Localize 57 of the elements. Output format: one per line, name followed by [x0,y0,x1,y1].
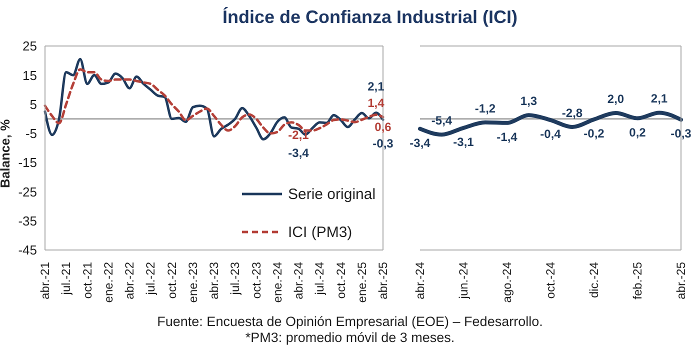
x-tick-label: dic.-24 [587,262,601,298]
data-label: -3,1 [453,134,474,149]
x-tick-label: abr.-23 [207,262,221,300]
x-tick-label: feb.-25 [630,262,644,300]
data-label: 0,2 [629,125,646,140]
x-tick-label: jul.-24 [312,262,327,296]
x-tick-label: abr.-24 [413,262,427,300]
x-tick-label: abr.-25 [674,262,688,300]
data-label: -0,3 [372,136,394,151]
x-tick-label: jun.-24 [456,262,470,300]
x-tick-label: oct.-24 [334,262,348,299]
x-tick-label: jul.-21 [59,262,74,296]
data-label: -3,4 [288,146,310,160]
data-label: -3,4 [410,136,431,150]
legend-label: Serie original [287,184,377,204]
y-axis-title: Balance, % [0,118,13,188]
x-tick-label: ago.-24 [500,262,514,303]
data-label: -1,2 [474,101,496,116]
x-tick-label: oct.-23 [249,262,264,299]
y-tick-label: -25 [18,184,37,200]
data-label: 1,4 [368,96,385,110]
data-label: 1,3 [520,94,538,108]
data-label: 2,1 [368,80,385,94]
x-tick-label: oct.-22 [164,262,179,299]
x-tick-label: abr.-22 [122,262,136,300]
x-tick-label: ene.-22 [101,262,116,303]
data-label: -2,8 [562,106,583,120]
x-tick-label: jul.-22 [144,262,158,296]
y-tick-label: 25 [22,38,37,54]
y-tick-label: -15 [18,155,37,170]
y-tick-label: -5 [25,126,37,142]
x-tick-label: oct.-24 [544,262,558,299]
data-label: -0,3 [670,126,692,141]
source-note: Fuente: Encuesta de Opinión Empresarial (EOE) – Fedesarrollo. [156,314,544,330]
legend-label: ICI (PM3) [287,222,354,242]
y-tick-label: -45 [18,242,37,258]
x-tick-label: oct.-21 [80,262,94,299]
y-tick-label: -35 [18,213,37,228]
text: *PM3: promedio móvil de 3 meses. [244,330,456,346]
data-label: -0,2 [584,126,605,140]
data-label: -5,4 [431,114,452,128]
x-tick-label: abr.-25 [376,262,390,300]
y-tick-label: 5 [30,96,37,112]
x-tick-label: abr.-24 [292,262,306,300]
data-label: 0,6 [374,120,392,134]
data-label: -0,4 [540,127,562,142]
data-label: -1,4 [496,130,518,144]
x-tick-label: abr.-21 [38,262,52,300]
y-tick-label: 15 [22,68,37,83]
data-label: 2,0 [607,92,624,106]
x-tick-label: ene.-24 [270,262,284,303]
x-tick-label: jul.-23 [228,262,242,296]
data-label: 2,1 [650,92,668,106]
x-tick-label: ene.-23 [186,262,200,303]
data-label: -2,1 [288,128,310,142]
x-tick-label: ene.-25 [354,262,369,303]
chart-title: Índice de Confianza Industrial (ICI) [221,7,519,28]
